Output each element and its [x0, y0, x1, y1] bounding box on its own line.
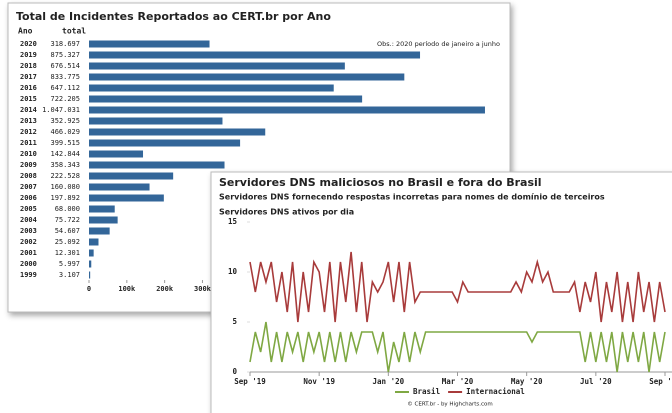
y-tick-label: 0: [232, 367, 237, 376]
y-axis-title: Servidores DNS ativos por dia: [219, 208, 354, 217]
chart-title: Servidores DNS maliciosos no Brasil e fo…: [219, 176, 542, 189]
x-tick-label: Sep '20: [649, 377, 672, 386]
value-label: 222.528: [50, 172, 80, 180]
bar: [89, 238, 99, 246]
bar: [89, 249, 94, 257]
y-tick-label: 15: [228, 217, 237, 226]
x-tick-label: Sep '19: [234, 377, 266, 386]
value-label: 75.722: [55, 216, 80, 224]
value-label: 399.515: [50, 139, 80, 147]
value-label: 352.925: [50, 117, 80, 125]
value-label: 54.607: [55, 227, 80, 235]
y-tick-label: 5: [232, 317, 237, 326]
bar: [89, 40, 210, 48]
value-label: 5.997: [59, 260, 80, 268]
value-label: 142.844: [50, 150, 80, 158]
panel-dns: Servidores DNS maliciosos no Brasil e fo…: [210, 171, 672, 413]
year-label: 2003: [20, 227, 37, 235]
bar: [89, 205, 115, 213]
bar: [89, 183, 150, 191]
x-tick-label: 200k: [156, 285, 174, 293]
bar: [89, 161, 225, 169]
year-label: 2016: [20, 84, 37, 92]
year-label: 2014: [20, 106, 37, 114]
bar: [89, 95, 363, 103]
value-label: 722.205: [50, 95, 80, 103]
value-label: 12.301: [55, 249, 80, 257]
year-label: 2020: [20, 40, 37, 48]
x-tick-label: Nov '19: [303, 377, 335, 386]
value-label: 1.047.031: [42, 106, 80, 114]
value-label: 25.092: [55, 238, 80, 246]
year-label: 2002: [20, 238, 37, 246]
bar: [89, 172, 174, 180]
bar: [89, 150, 144, 158]
column-header: total: [62, 27, 86, 36]
bar: [89, 51, 421, 59]
bar: [89, 227, 110, 235]
bar: [89, 106, 485, 114]
x-tick-label: May '20: [511, 377, 543, 386]
year-label: 2017: [20, 73, 37, 81]
value-label: 68.000: [55, 205, 80, 213]
value-label: 160.080: [50, 183, 80, 191]
value-label: 318.697: [50, 40, 80, 48]
bar: [89, 84, 334, 92]
bar: [89, 260, 92, 268]
year-label: 2007: [20, 183, 37, 191]
bar: [89, 271, 91, 279]
bar: [89, 62, 345, 70]
value-label: 3.107: [59, 271, 80, 279]
series-line: [249, 251, 666, 323]
bar: [89, 117, 223, 125]
year-label: 2013: [20, 117, 37, 125]
year-label: 2010: [20, 150, 37, 158]
x-tick-label: Jul '20: [580, 377, 612, 386]
credits: © CERT.br - by Highcharts.com: [407, 401, 492, 408]
bar: [89, 128, 266, 136]
year-label: 2019: [20, 51, 37, 59]
legend-label: Internacional: [466, 387, 525, 396]
year-label: 2004: [20, 216, 37, 224]
year-label: 2015: [20, 95, 37, 103]
value-label: 197.892: [50, 194, 80, 202]
annotation: Obs.: 2020 período de janeiro a junho: [377, 40, 500, 48]
year-label: 2005: [20, 205, 37, 213]
x-tick-label: 0: [87, 285, 91, 293]
x-tick-label: 300k: [194, 285, 212, 293]
value-label: 875.327: [50, 51, 80, 59]
bar: [89, 139, 241, 147]
x-tick-label: Jan '20: [373, 377, 405, 386]
value-label: 466.029: [50, 128, 80, 136]
chart-subtitle: Servidores DNS fornecendo respostas inco…: [219, 193, 605, 202]
value-label: 647.112: [50, 84, 80, 92]
value-label: 833.775: [50, 73, 80, 81]
bar: [89, 216, 118, 224]
chart-title: Total de Incidentes Reportados ao CERT.b…: [16, 10, 331, 23]
year-label: 2011: [20, 139, 37, 147]
series-line: [249, 321, 666, 373]
year-label: 2000: [20, 260, 37, 268]
x-tick-label: Mar '20: [442, 377, 474, 386]
year-label: 2008: [20, 172, 37, 180]
bar: [89, 73, 405, 81]
y-tick-label: 10: [228, 267, 238, 276]
bar: [89, 194, 164, 202]
x-tick-label: 100k: [118, 285, 136, 293]
year-label: 2018: [20, 62, 37, 70]
year-label: 1999: [20, 271, 37, 279]
year-label: 2006: [20, 194, 37, 202]
column-header: Ano: [18, 27, 33, 36]
year-label: 2012: [20, 128, 37, 136]
year-label: 2009: [20, 161, 37, 169]
value-label: 358.343: [50, 161, 80, 169]
value-label: 676.514: [50, 62, 80, 70]
year-label: 2001: [20, 249, 37, 257]
legend-label: Brasil: [413, 387, 440, 396]
